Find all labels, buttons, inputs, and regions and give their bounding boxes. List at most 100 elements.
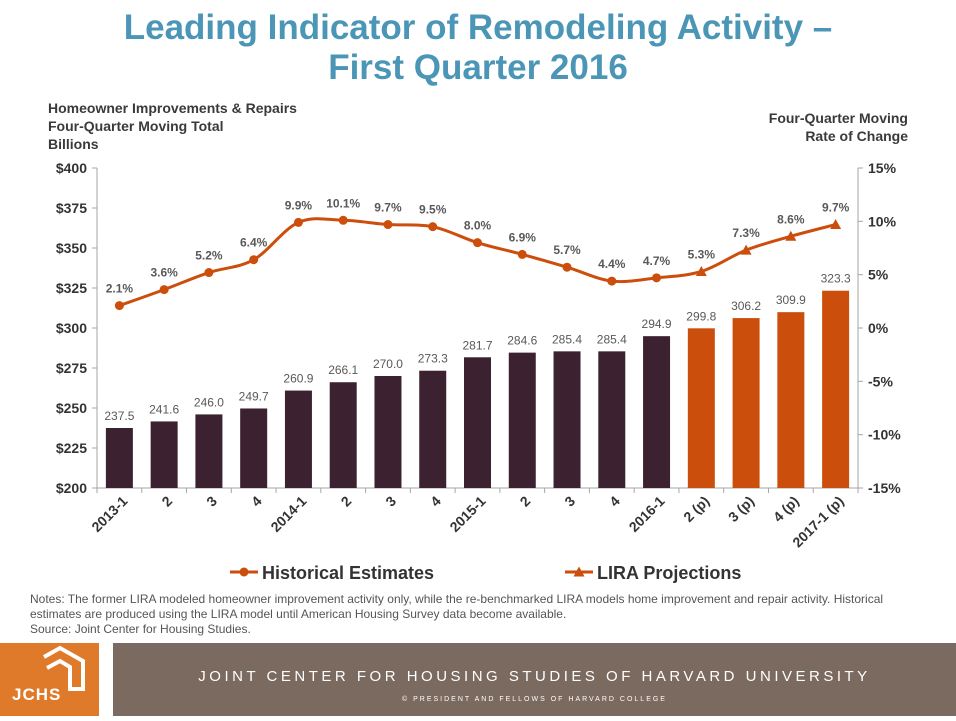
left-tick-label: $325	[56, 280, 87, 296]
bar-value-label: 281.7	[462, 338, 492, 352]
right-axis-title: Four-Quarter Moving Rate of Change	[769, 109, 908, 145]
historical-bar	[553, 351, 581, 488]
historical-rate-marker	[562, 262, 572, 272]
rate-value-label: 8.6%	[777, 212, 805, 226]
x-category-label: 4	[606, 493, 623, 510]
footer-copyright: © PRESIDENT AND FELLOWS OF HARVARD COLLE…	[402, 696, 667, 703]
legend-label: Historical Estimates	[262, 563, 434, 583]
historical-bar	[598, 351, 626, 488]
bar-value-label: 309.9	[776, 293, 806, 307]
bar-value-label: 323.3	[821, 272, 851, 286]
notes-text: Notes: The former LIRA modeled homeowner…	[30, 592, 884, 621]
legend-triangle-marker	[573, 566, 585, 577]
x-category-label: 2	[338, 493, 355, 510]
footer: JCHS JOINT CENTER FOR HOUSING STUDIES OF…	[0, 643, 956, 716]
historical-rate-marker	[607, 276, 617, 286]
left-tick-label: $375	[56, 200, 87, 216]
bar-value-label: 246.0	[194, 395, 224, 409]
house-logo-icon	[43, 645, 85, 691]
historical-rate-marker	[114, 301, 124, 311]
x-category-label: 2 (p)	[680, 493, 712, 525]
x-category-label: 2013-1	[88, 493, 130, 535]
left-tick-label: $350	[56, 240, 87, 256]
historical-rate-marker	[338, 215, 348, 225]
rate-value-label: 5.2%	[195, 249, 223, 263]
historical-rate-marker	[249, 255, 259, 265]
right-tick-label: 10%	[868, 213, 897, 229]
x-category-label: 2	[158, 493, 175, 510]
rate-value-label: 5.7%	[553, 243, 581, 257]
right-tick-label: -10%	[868, 427, 901, 443]
historical-bar	[419, 370, 447, 488]
historical-bar	[643, 336, 671, 488]
bar-value-label: 294.9	[642, 317, 672, 331]
rate-value-label: 6.9%	[509, 230, 537, 244]
historical-bar	[284, 390, 312, 488]
bar-value-label: 270.0	[373, 357, 403, 371]
x-category-label: 2015-1	[446, 493, 488, 535]
bar-value-label: 306.2	[731, 299, 761, 313]
historical-rate-marker	[652, 273, 662, 283]
historical-bar	[240, 408, 268, 488]
projection-rate-marker	[740, 244, 752, 255]
historical-bar	[329, 382, 357, 488]
rate-value-label: 3.6%	[150, 266, 178, 280]
bar-value-label: 285.4	[597, 332, 627, 346]
source-text: Source: Joint Center for Housing Studies…	[30, 622, 251, 636]
historical-bar	[374, 376, 402, 488]
remodeling-chart: $200 $225 $250 $275 $300 $325 $350 $375 $400 -15%…	[56, 160, 901, 583]
footer-main-text: JOINT CENTER FOR HOUSING STUDIES OF HARV…	[198, 668, 871, 685]
projection-bar	[822, 290, 850, 488]
x-category-label: 3	[561, 493, 578, 510]
projection-bar	[777, 312, 805, 488]
historical-bar	[508, 352, 536, 488]
left-tick-label: $275	[56, 360, 87, 376]
x-category-label: 3	[382, 493, 399, 510]
bar-value-label: 285.4	[552, 332, 582, 346]
rate-value-label: 8.0%	[464, 219, 492, 233]
historical-rate-marker	[473, 238, 482, 248]
left-axis-title: Homeowner Improvements & Repairs Four-Qu…	[48, 99, 297, 153]
projection-bar	[687, 328, 715, 488]
historical-rate-marker	[428, 222, 438, 232]
rate-value-label: 2.1%	[106, 282, 134, 296]
right-axis-title-line-2: Rate of Change	[805, 128, 908, 144]
chart-title-line-1: Leading Indicator of Remodeling Activity…	[123, 8, 833, 47]
chart-title: Leading Indicator of Remodeling Activity…	[0, 8, 956, 88]
rate-value-label: 5.3%	[688, 247, 716, 261]
rate-value-label: 9.9%	[285, 198, 313, 212]
historical-bar	[150, 421, 178, 488]
historical-rate-marker	[517, 249, 527, 259]
right-axis-title-line-1: Four-Quarter Moving	[768, 110, 908, 126]
bar-value-label: 299.8	[686, 309, 716, 323]
rate-value-label: 6.4%	[240, 236, 268, 250]
x-category-label: 4	[427, 493, 444, 510]
bar-value-label: 273.3	[418, 352, 448, 366]
right-tick-label: 5%	[868, 267, 889, 283]
bar-value-label: 260.9	[283, 372, 313, 386]
historical-rate-marker	[383, 220, 393, 230]
historical-rate-marker	[293, 217, 303, 227]
legend-circle-marker	[239, 567, 249, 577]
right-tick-label: -15%	[868, 480, 901, 496]
right-tick-label: 15%	[868, 160, 897, 176]
x-category-label: 2014-1	[267, 493, 309, 535]
left-tick-label: $250	[56, 400, 87, 416]
bar-value-label: 249.7	[239, 389, 269, 403]
rate-value-label: 7.3%	[732, 226, 760, 240]
projection-rate-marker	[785, 230, 797, 241]
bar-value-label: 237.5	[104, 409, 134, 423]
rate-value-label: 10.1%	[326, 196, 360, 210]
left-tick-label: $200	[56, 480, 87, 496]
left-tick-label: $300	[56, 320, 87, 336]
right-tick-label: -5%	[868, 373, 893, 389]
x-category-label: 3 (p)	[725, 493, 757, 525]
x-category-label: 4	[248, 493, 265, 510]
left-axis-title-line-1: Homeowner Improvements & Repairs	[48, 100, 297, 116]
rate-value-label: 4.7%	[643, 254, 671, 268]
chart-title-line-2: First Quarter 2016	[328, 48, 628, 87]
projection-rate-marker	[830, 219, 842, 230]
bar-value-label: 266.1	[328, 363, 358, 377]
footer-band: JOINT CENTER FOR HOUSING STUDIES OF HARV…	[113, 643, 956, 716]
x-category-label: 2	[517, 493, 534, 510]
